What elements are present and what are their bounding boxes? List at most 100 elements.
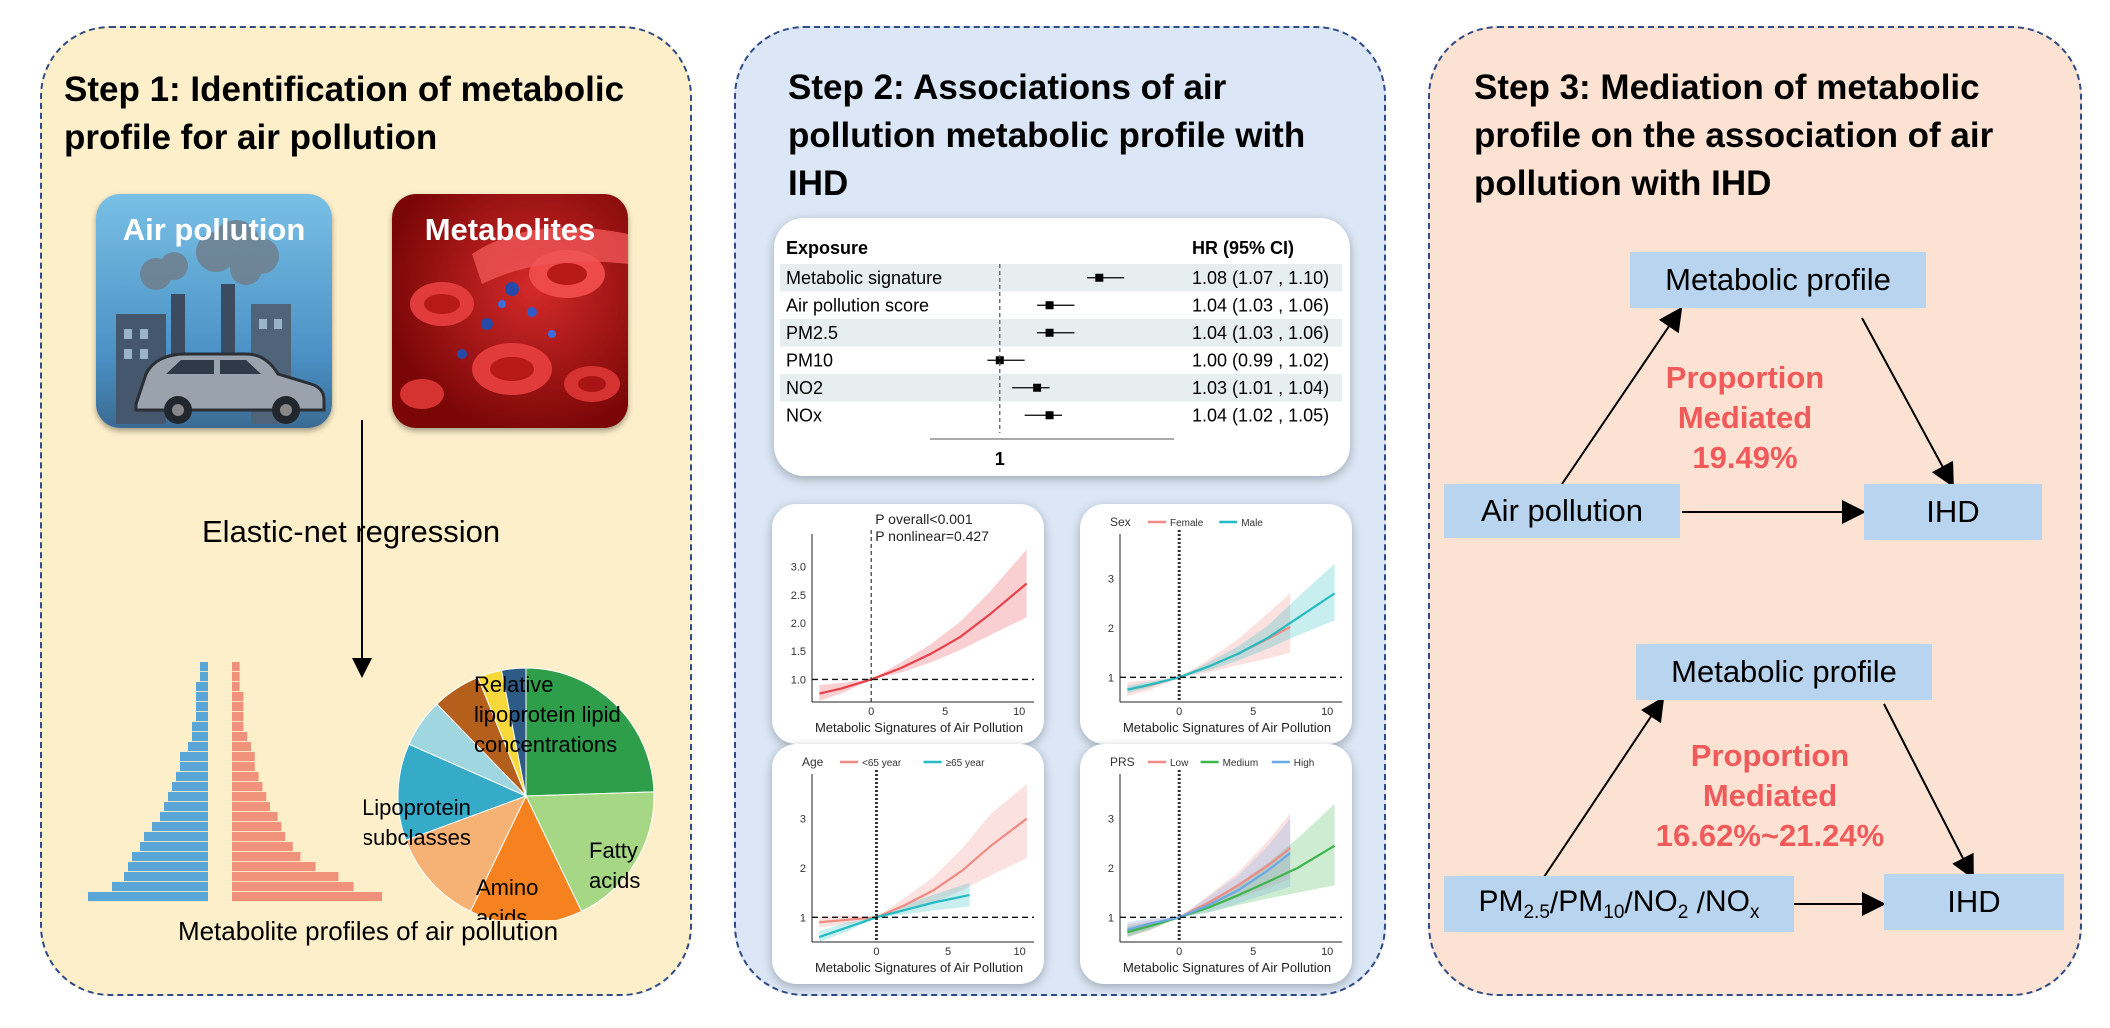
metabolites-label: Metabolites <box>424 212 596 247</box>
blue-bar <box>88 892 208 902</box>
red-bar <box>232 712 244 722</box>
curve-y-tick: 2.0 <box>791 618 806 630</box>
blue-bar <box>168 792 208 802</box>
blue-bar <box>152 822 208 832</box>
curve-x-tick: 0 <box>868 706 874 718</box>
top-exposure-box: Air pollution <box>1444 484 1680 538</box>
top-outcome-box: IHD <box>1864 484 2042 540</box>
curve-y-tick: 2 <box>800 863 806 875</box>
blue-bar <box>180 762 208 772</box>
curve-line <box>818 894 970 939</box>
curve-plot-sex: 1 2 3 0 5 10 Metabolic Signatures of Air Pollu… <box>1108 515 1342 735</box>
blue-bar <box>192 722 208 732</box>
curve-legend-title: Sex <box>1110 515 1131 529</box>
curve-y-tick: 2.5 <box>791 590 806 602</box>
red-bar <box>232 702 244 712</box>
exposure-no2: NO2 <box>1632 884 1689 923</box>
red-bar <box>232 692 244 702</box>
forest-header-hr: HR (95% CI) <box>1192 238 1294 258</box>
pie-slice <box>469 794 583 920</box>
blue-bar <box>188 742 208 752</box>
forest-point <box>1045 411 1054 420</box>
curve-legend-label: ≥65 year <box>946 758 986 769</box>
top-prop-line1: Proportion <box>1665 360 1825 395</box>
step1-title: Step 1: Identification of metabolic prof… <box>64 66 624 162</box>
curve-line <box>819 582 1028 695</box>
blue-bar <box>176 772 208 782</box>
curve-y-tick: 3 <box>1108 814 1114 826</box>
curve-y-tick: 1 <box>800 912 806 924</box>
bottom-prop-line2: Mediated <box>1702 778 1838 813</box>
red-bar <box>232 772 259 782</box>
curve-ci-band <box>819 549 1027 701</box>
bottom-proportion-mediated: Proportion Mediated 16.62%~21.24% <box>1620 736 1920 856</box>
top-prop-line2: Mediated <box>1677 400 1813 435</box>
step2-title-line1: Step 2: Associations of air <box>788 68 1227 107</box>
pie-slice-label: acids <box>589 868 640 893</box>
red-bar <box>232 672 240 682</box>
curve-card-sex: 1 2 3 0 5 10 Metabolic Signatures of Air Pollu… <box>1080 504 1352 744</box>
curve-y-tick: 1.0 <box>791 674 806 686</box>
curve-y-tick: 2 <box>1108 863 1114 875</box>
step3-title-line1: Step 3: Mediation of metabolic <box>1474 68 1980 107</box>
curve-ci-band <box>1127 563 1335 694</box>
red-bar <box>232 872 339 882</box>
blue-bar <box>180 752 208 762</box>
step3-title-line3: pollution with IHD <box>1474 164 1772 203</box>
forest-point <box>995 356 1004 365</box>
step2-title-line2: pollution metabolic profile with <box>788 116 1306 155</box>
forest-row-label: NOx <box>786 405 822 425</box>
blue-bar <box>196 692 208 702</box>
blue-bar <box>164 802 208 812</box>
pie-slice-label: Lipoprotein <box>364 795 471 820</box>
bottom-prop-line1: Proportion <box>1690 738 1850 773</box>
curve-x-label: Metabolic Signatures of Air Pollution <box>1123 960 1331 975</box>
pie-slice-label: concentrations <box>474 732 617 757</box>
curve-line <box>1127 844 1336 934</box>
curve-x-tick: 0 <box>1176 706 1182 718</box>
curve-legend-label: High <box>1294 758 1315 769</box>
forest-point <box>1045 301 1054 310</box>
curve-legend-label: <65 year <box>862 758 902 769</box>
red-bar <box>232 862 316 872</box>
forest-row-label: Metabolic signature <box>786 268 942 288</box>
curve-y-tick: 1.5 <box>791 646 806 658</box>
mediation-arrows <box>1541 306 1974 916</box>
red-bar <box>232 852 301 862</box>
curve-legend-title: PRS <box>1110 755 1135 769</box>
curve-x-tick: 10 <box>1013 706 1025 718</box>
blue-bar <box>140 842 208 852</box>
elastic-net-label: Elastic-net regression <box>202 514 501 549</box>
curve-x-tick: 5 <box>1250 946 1256 958</box>
curve-x-tick: 10 <box>1321 706 1333 718</box>
curve-y-tick: 3 <box>1108 574 1114 586</box>
step2-title: Step 2: Associations of air pollution me… <box>788 64 1305 208</box>
red-bar <box>232 722 244 732</box>
red-bar <box>232 812 278 822</box>
blue-bar <box>128 862 208 872</box>
curve-y-tick: 1 <box>1108 672 1114 684</box>
forest-row-hr: 1.00 (0.99 , 1.02) <box>1192 350 1329 370</box>
curve-y-tick: 3.0 <box>791 562 806 574</box>
blue-bar <box>132 852 208 862</box>
top-arrow-mediator-to-outcome <box>1861 317 1954 488</box>
forest-row-label: NO2 <box>786 378 823 398</box>
pie-slice <box>500 667 527 797</box>
curve-y-tick: 1 <box>1108 912 1114 924</box>
step1-panel: Step 1: Identification of metabolic prof… <box>40 26 692 996</box>
red-bar <box>232 882 354 892</box>
red-bar <box>232 892 382 902</box>
forest-row-hr: 1.03 (1.01 , 1.04) <box>1192 378 1329 398</box>
curve-annotation: P nonlinear=0.427 <box>875 528 989 544</box>
step1-caption: Metabolite profiles of air pollution <box>177 916 559 946</box>
curve-plot-prs: 1 2 3 0 5 10 Metabolic Signatures of Air Pollu… <box>1108 755 1342 975</box>
pie-slice-label: acids <box>476 905 527 920</box>
exposure-pm10: PM10 <box>1558 884 1625 923</box>
pie-slice <box>405 795 527 912</box>
red-bar <box>232 792 267 802</box>
forest-row-band <box>780 374 1342 402</box>
curve-card-age: 1 2 3 0 5 10 Metabolic Signatures of Air Pollu… <box>772 744 1044 984</box>
red-bar <box>232 732 248 742</box>
step1-arrow-layer <box>352 420 372 678</box>
sep-1: / <box>1549 887 1559 920</box>
